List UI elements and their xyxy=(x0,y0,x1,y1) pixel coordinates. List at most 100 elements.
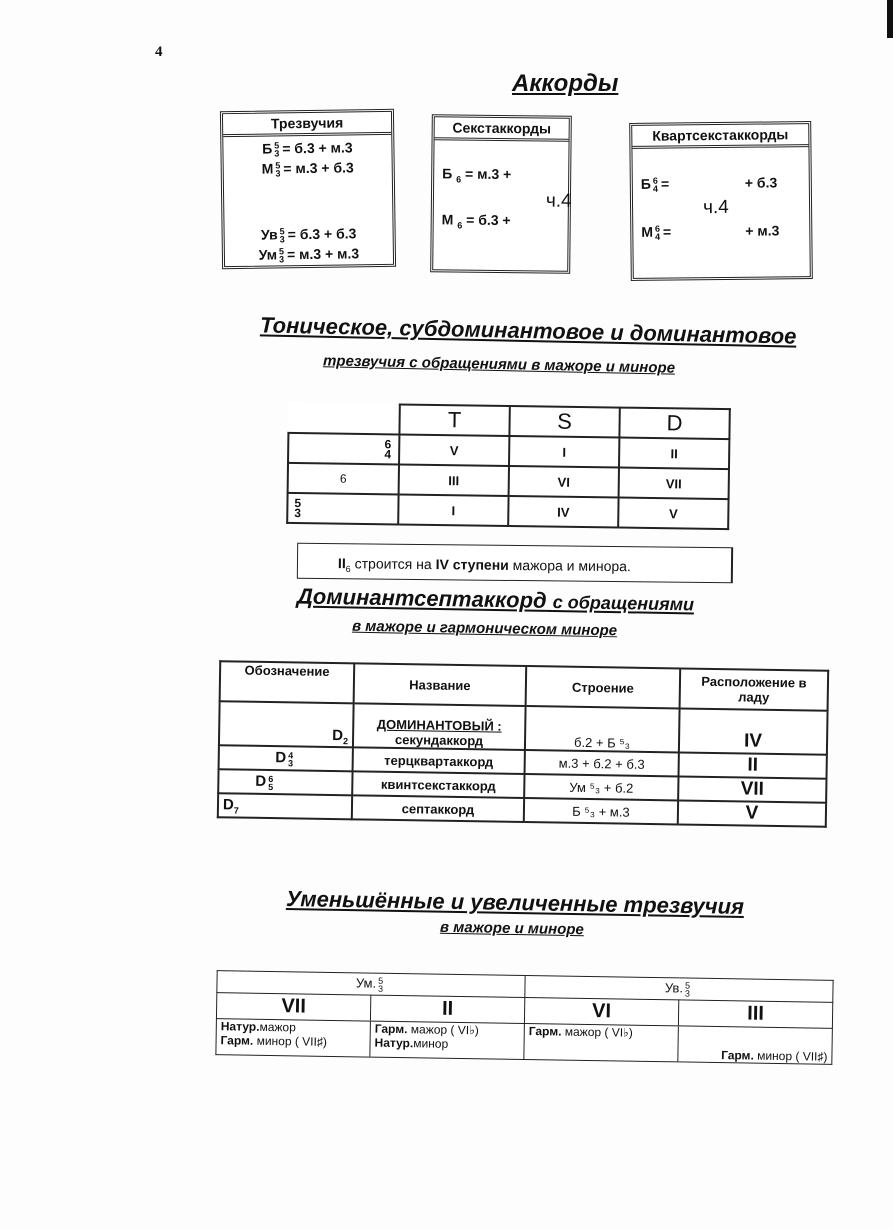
text: Ум. 5 3 Ув. 5 3 VII II VI III Натур.мажор Гар… xyxy=(215,970,834,1065)
triads-box: Трезвучия Б 5 3 = б.3 + м.3 М 5 3 = м.3 + б.3 … xyxy=(219,108,397,270)
section2-subtitle: трезвучия с обращениями в мажоре и минор… xyxy=(322,352,676,377)
text: 4 xyxy=(384,447,392,462)
table-cell: 6 xyxy=(287,462,400,495)
text: 3 xyxy=(684,988,691,999)
text: IV ступени xyxy=(435,556,509,573)
quartsixth-minor: М 6 4 = xyxy=(641,224,671,242)
text: Б xyxy=(262,140,273,157)
table-cell: V xyxy=(618,497,729,530)
text: 4 xyxy=(652,183,659,195)
text xyxy=(224,177,393,225)
text: Гарм. xyxy=(528,1024,562,1039)
table-cell: септаккорд xyxy=(351,795,525,823)
table-cell: Гарм. мажор ( VI♭) xyxy=(523,1023,679,1062)
table-cell: II xyxy=(678,752,827,779)
table-cell: Натур.мажор Гарм. минор ( VII♯) xyxy=(215,1018,371,1058)
table-cell: V xyxy=(399,434,510,467)
section3-title: Доминантсептаккорд с обращениями xyxy=(297,584,694,617)
table-cell: VII xyxy=(678,776,827,803)
table-cell: VII xyxy=(216,992,371,1022)
quartsixth-major-rest: + б.3 xyxy=(744,174,778,191)
text: = м.3 + м.3 xyxy=(286,245,360,263)
text: Б 5 3 = б.3 + м.3 М 5 3 = м.3 + б.3 Ув 5 3 = б.3 … xyxy=(223,135,393,265)
text: Ув xyxy=(260,226,278,243)
text: 6 xyxy=(345,564,351,575)
text: Гарм. xyxy=(374,1021,408,1037)
text: минор ( VII♯) xyxy=(253,1033,327,1049)
triad-augmented: Ув 5 3 = б.3 + б.3 xyxy=(224,223,392,245)
text: ДОМИНАНТОВЫЙ : xyxy=(376,716,502,734)
text: 3 xyxy=(288,757,294,768)
table-cell: III xyxy=(398,464,509,497)
text: 3 xyxy=(377,983,384,994)
quartsixth-minor-rest: + м.3 xyxy=(745,222,780,239)
sixth-major: Б 6 = м.3 + xyxy=(442,165,511,185)
text: = б.3 + м.3 xyxy=(282,139,353,157)
table-cell: Гарм. минор ( VII♯) xyxy=(677,1025,833,1065)
sixth-common-interval: ч.4 xyxy=(545,190,572,212)
text: Обозначение Название Строение Расположен… xyxy=(217,661,829,827)
text: Натур. xyxy=(374,1035,414,1051)
text: = xyxy=(660,175,670,192)
header-position: Расположение в ладу xyxy=(679,668,829,711)
text: 5 xyxy=(268,781,274,792)
triad-diminished: Ум 5 3 = м.3 + м.3 xyxy=(225,243,393,265)
table-cell: IV xyxy=(508,496,619,528)
table-cell: VII xyxy=(618,467,729,500)
header-name: Название xyxy=(353,663,527,707)
dim-aug-table: Ум. 5 3 Ув. 5 3 VII II VI III Натур.мажор Гар… xyxy=(215,970,834,1065)
sixth-header: Секстаккорды xyxy=(434,117,569,142)
text: 3 xyxy=(294,506,302,521)
quartsixth-header: Квартсекстаккорды xyxy=(632,124,809,149)
text: = б.3 + xyxy=(466,211,511,229)
text: М xyxy=(641,223,654,240)
table-cell: II xyxy=(370,995,525,1024)
text: Ув. xyxy=(664,980,684,996)
text: 3 xyxy=(279,234,285,245)
section2-title: Тоническое, субдоминантовое и доминантов… xyxy=(259,312,797,349)
d7-table: Обозначение Название Строение Расположен… xyxy=(216,660,830,828)
section3-subtitle: в мажоре и гармоническом миноре xyxy=(351,617,618,640)
section4-subtitle: в мажоре и миноре xyxy=(439,918,585,939)
header-dominant: D xyxy=(619,407,730,440)
sixth-minor: М 6 = б.3 + xyxy=(442,211,511,231)
table-cell: квинтсекстаккорд xyxy=(352,771,525,799)
text: минор xyxy=(413,1036,449,1051)
text: с обращениями xyxy=(552,591,695,615)
table-cell: I xyxy=(398,494,509,527)
page-number: 4 xyxy=(155,44,163,60)
text: = м.3 + xyxy=(464,165,512,183)
text: мажор ( VI♭) xyxy=(407,1022,479,1038)
text: М xyxy=(441,211,454,228)
text: мажор ( VI♭) xyxy=(561,1024,633,1040)
header-subdominant: S xyxy=(509,406,620,438)
text: 2 xyxy=(342,736,349,747)
text: Доминантсептаккорд xyxy=(296,583,547,613)
text: = xyxy=(662,223,672,240)
dim-aug-table-wrap: Ум. 5 3 Ув. 5 3 VII II VI III Натур.мажор Гар… xyxy=(215,970,834,1065)
triads-header: Трезвучия xyxy=(222,111,392,138)
header-designation: Обозначение xyxy=(219,661,355,704)
section4-title: Уменьшённые и увеличенные трезвучия xyxy=(285,886,745,919)
text: мажора и минора. xyxy=(512,556,631,575)
triad-major: Б 5 3 = б.3 + м.3 xyxy=(223,137,391,159)
text: 3 xyxy=(279,254,285,265)
